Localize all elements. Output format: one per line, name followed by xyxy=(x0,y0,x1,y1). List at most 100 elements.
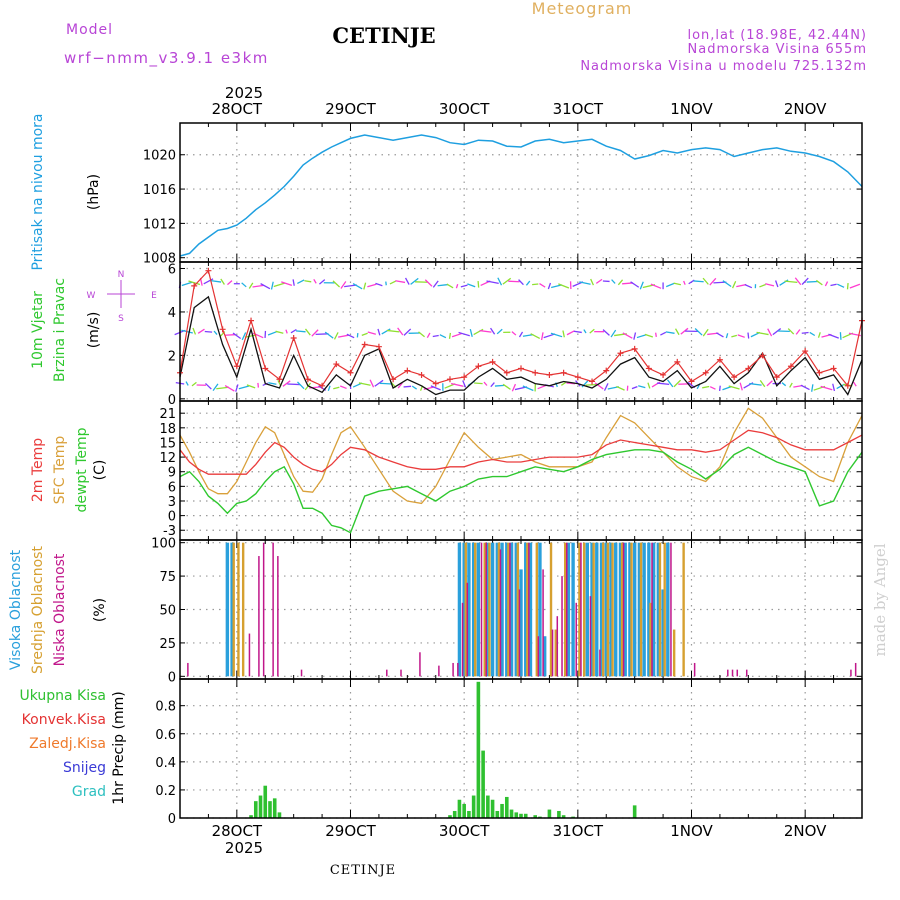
bottom-day-label: 29OCT xyxy=(325,822,376,840)
wind-arrow xyxy=(389,280,397,285)
wind-arrow xyxy=(828,333,839,339)
precip-panel xyxy=(179,679,863,819)
sfc-temp-title: SFC Temp xyxy=(52,436,68,505)
wind-arrow xyxy=(749,382,762,386)
cloud-bar xyxy=(564,542,567,677)
wind-arrow xyxy=(285,329,288,334)
y-tick-label: 15 xyxy=(159,436,176,451)
pressure-title: Pritisak na nivou mora xyxy=(30,113,46,270)
wind-arrow xyxy=(273,282,286,288)
precip-legend-item: Grad xyxy=(72,784,106,800)
cloud-bar xyxy=(630,542,633,677)
wind-arrow xyxy=(252,284,264,288)
cloud-bar xyxy=(232,542,235,677)
cloud-bar xyxy=(854,662,857,677)
wind-arrow xyxy=(403,385,412,388)
gust-marker xyxy=(589,378,596,385)
wind-arrow xyxy=(665,331,675,334)
gust-marker xyxy=(446,376,453,383)
wind-arrow xyxy=(561,381,567,386)
meteogram-label: Meteogram xyxy=(532,0,633,18)
wind-arrow xyxy=(849,283,861,289)
pressure-unit: (hPa) xyxy=(86,174,102,210)
compass-rose xyxy=(107,280,135,308)
cloud-bar xyxy=(535,542,539,677)
precip-bar xyxy=(514,812,519,818)
y-tick-label: 0 xyxy=(168,670,176,685)
y-tick-label: 0.6 xyxy=(155,728,176,743)
wind-arrow xyxy=(772,328,782,336)
precip-bar xyxy=(519,813,523,818)
cloud-bar xyxy=(582,542,586,677)
model-name: wrf−nmm_v3.9.1 e3km xyxy=(64,49,269,68)
wind-arrow xyxy=(333,332,339,340)
wind-speed-line xyxy=(179,295,863,396)
wind-arrow xyxy=(650,283,662,289)
gust-marker xyxy=(475,363,482,370)
wind-arrow xyxy=(595,278,603,284)
wind-arrow xyxy=(338,334,349,338)
gust-marker xyxy=(219,326,226,333)
wind-arrow xyxy=(479,329,492,333)
precip-bar xyxy=(509,809,514,818)
compass-e: E xyxy=(151,291,157,301)
wind-arrow xyxy=(451,332,463,338)
wind-arrow xyxy=(702,277,709,285)
wind-arrow xyxy=(474,382,483,385)
gust-marker xyxy=(674,358,681,365)
wind-arrow xyxy=(801,277,809,285)
y-tick-label: 0 xyxy=(168,510,176,525)
wind-arrow xyxy=(220,278,225,285)
wind-arrow xyxy=(522,385,534,392)
wind-arrow xyxy=(702,328,709,337)
cloud-bar xyxy=(589,596,592,677)
wind-arrow xyxy=(386,329,400,333)
y-tick-label: 75 xyxy=(159,570,176,585)
wind-arrow xyxy=(562,330,565,338)
wind-arrow xyxy=(469,328,473,337)
gust-marker xyxy=(262,365,269,372)
bottom-day-label: 1NOV xyxy=(670,822,713,840)
wind-arrow xyxy=(550,332,563,338)
wind-arrow xyxy=(811,384,814,392)
wind-arrow xyxy=(617,279,624,286)
wind-arrow xyxy=(227,280,233,286)
wind-arrow xyxy=(666,379,674,388)
gust-marker xyxy=(333,361,340,368)
cloud-bar xyxy=(457,662,459,677)
cloud-bar xyxy=(651,542,653,677)
precip-bar xyxy=(452,810,457,818)
cloud-bar xyxy=(300,669,303,677)
cloud-bar xyxy=(585,542,590,677)
wind-arrow xyxy=(806,280,818,283)
gust-marker xyxy=(731,374,738,381)
gust-marker xyxy=(617,350,624,357)
wind-arrow xyxy=(450,382,464,387)
gust-marker xyxy=(404,367,411,374)
wind-arrow xyxy=(494,384,505,387)
elevation-text: Nadmorska Visina 655m xyxy=(688,42,868,57)
y-tick-label: 50 xyxy=(159,604,176,619)
cloud-bar xyxy=(551,629,554,677)
wind-arrow xyxy=(508,280,520,283)
wind-arrow xyxy=(759,283,766,288)
wind-arrow xyxy=(680,327,689,335)
gust-marker xyxy=(418,371,425,378)
gust-marker xyxy=(432,380,439,387)
cloud-bar xyxy=(566,542,571,677)
wind-arrow xyxy=(502,383,511,390)
precip-bar xyxy=(471,795,476,818)
cloud-bar xyxy=(670,542,672,677)
wind-arrow xyxy=(631,386,638,390)
wind-arrow xyxy=(397,327,404,336)
wind-arrow xyxy=(722,385,732,391)
precip-bar xyxy=(258,795,263,818)
wind-arrow xyxy=(532,283,539,286)
gust-marker xyxy=(361,341,368,348)
precip-legend-item: Zaledj.Kisa xyxy=(29,736,106,752)
wind-arrow xyxy=(511,383,517,392)
cloud-bar xyxy=(386,669,388,677)
wind-arrow xyxy=(716,332,724,338)
cloud-bar xyxy=(509,542,514,677)
